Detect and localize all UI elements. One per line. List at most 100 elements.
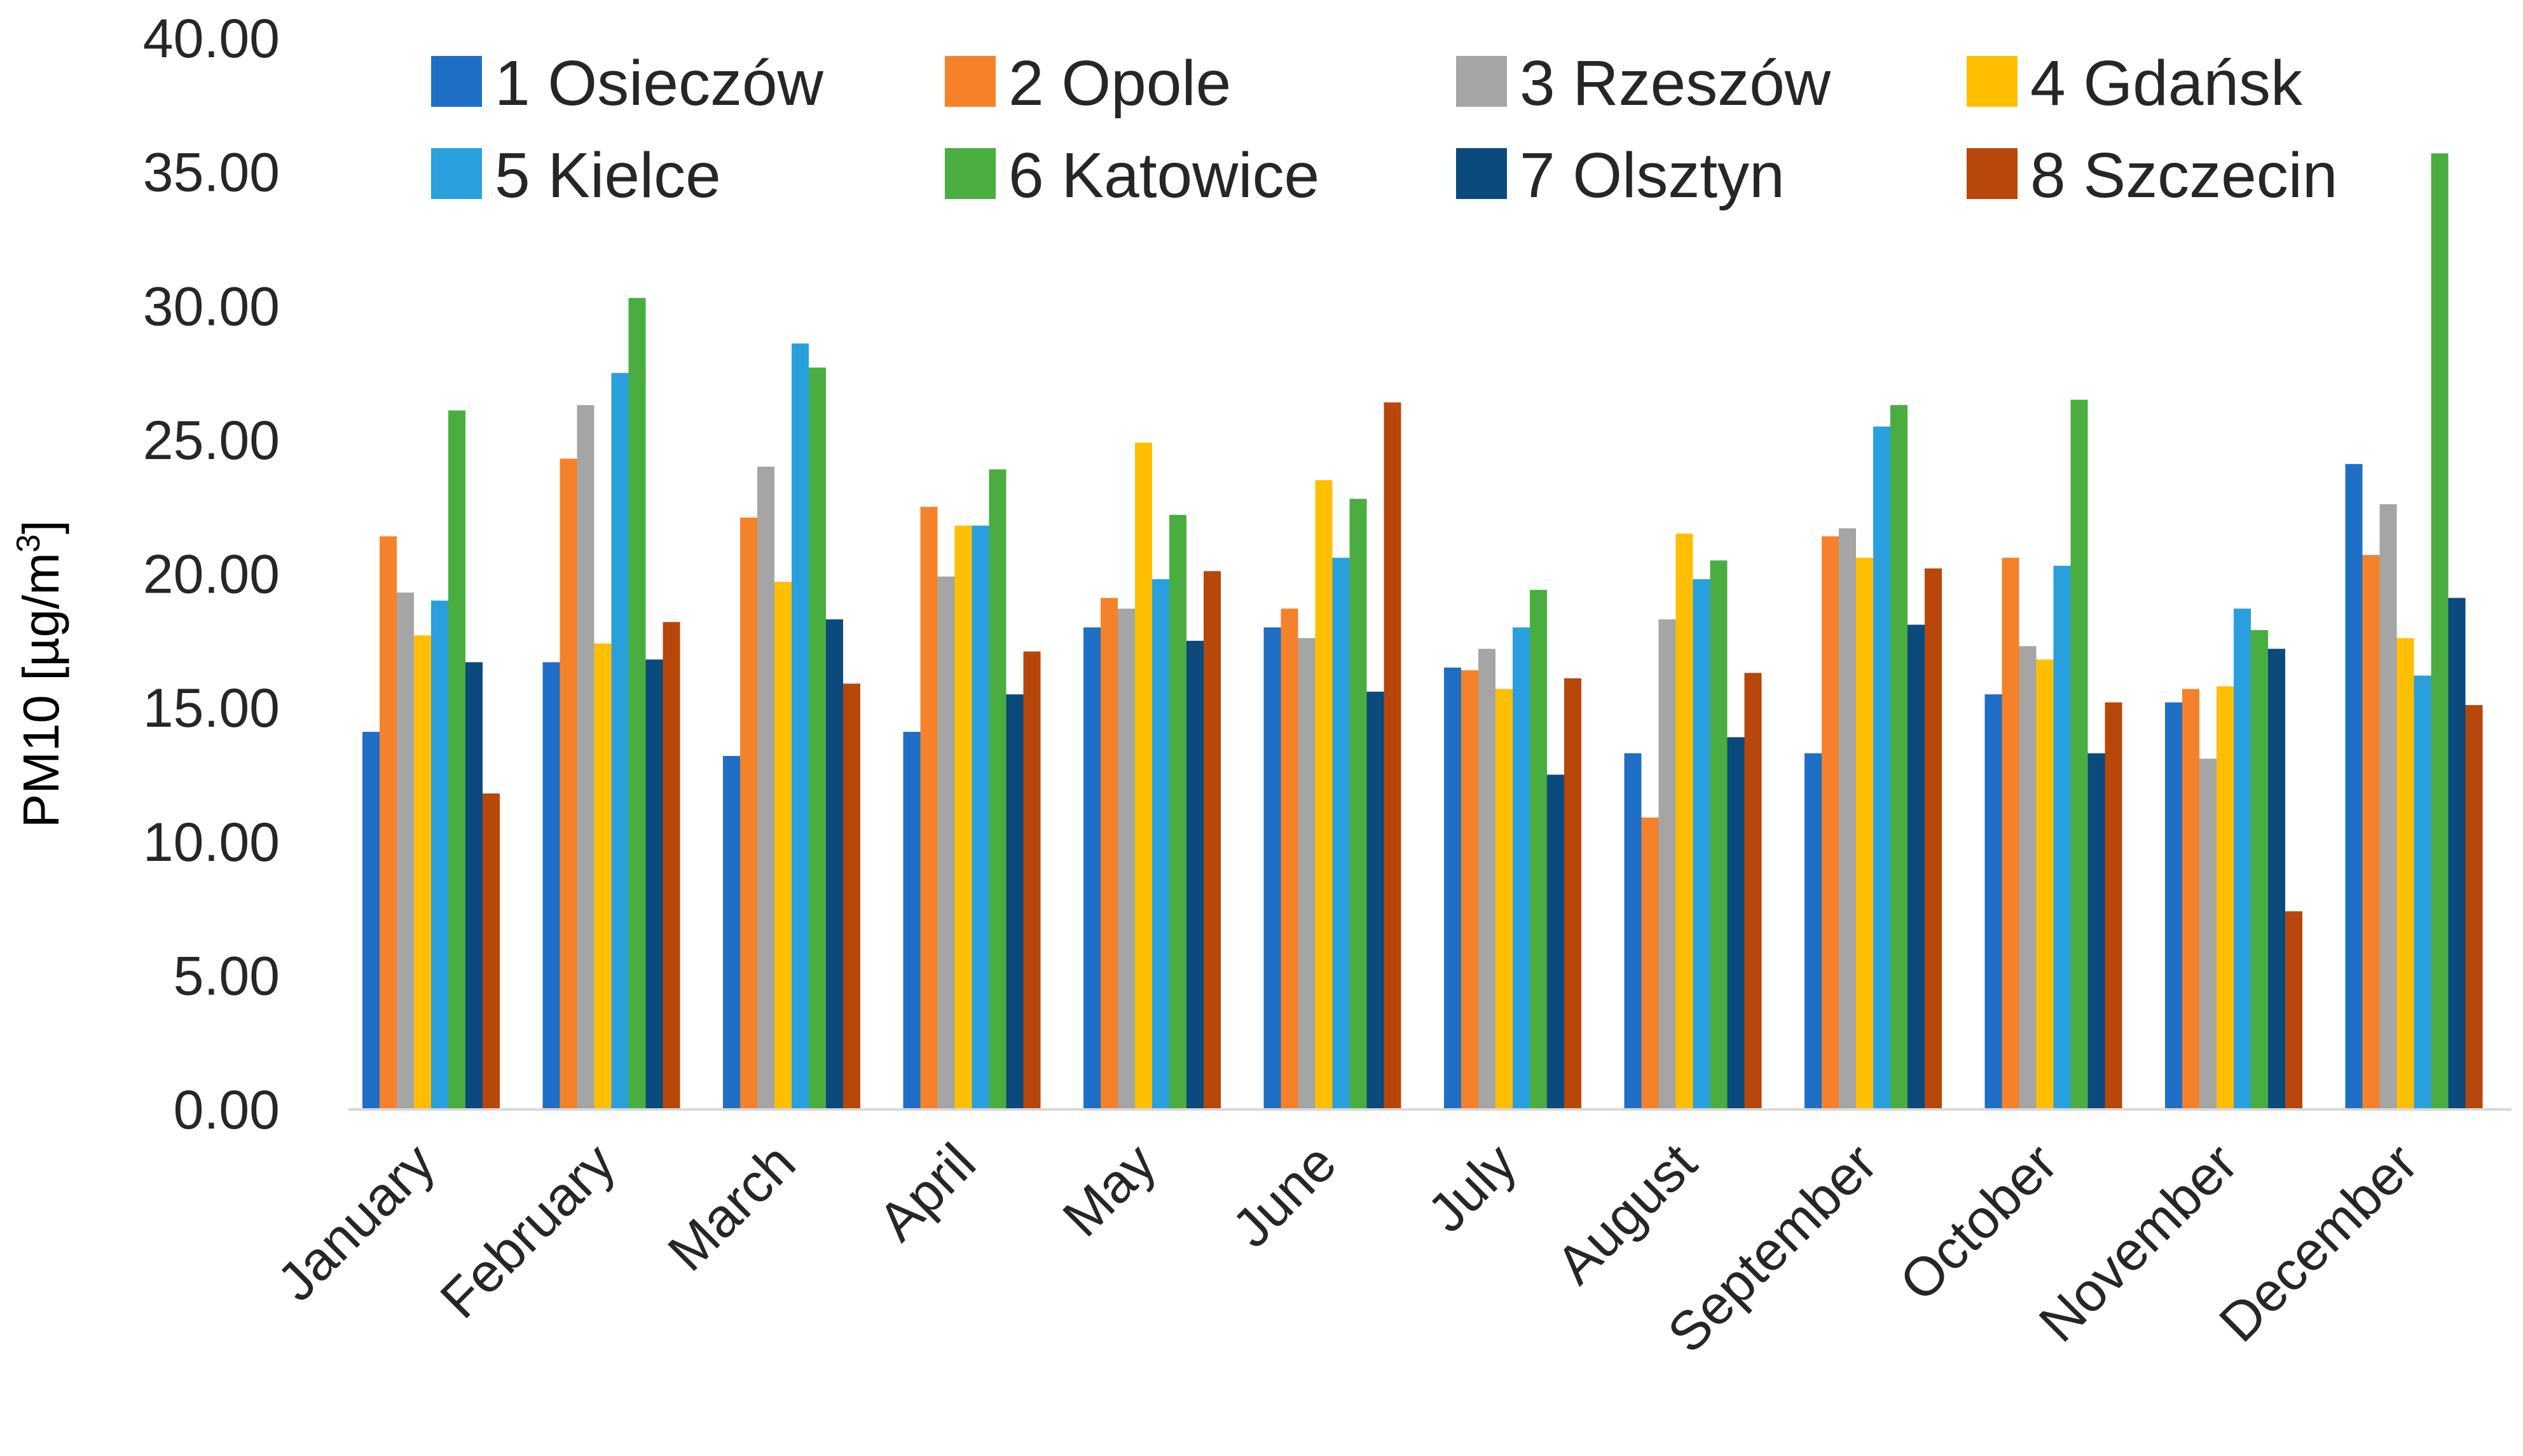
x-tick-label: May — [1051, 1132, 1167, 1249]
bar-7-july — [1547, 774, 1564, 1109]
bar-7-november — [2268, 649, 2285, 1109]
bar-7-march — [826, 619, 843, 1109]
x-tick-label: March — [656, 1132, 807, 1283]
bar-5-january — [431, 600, 448, 1109]
bar-2-october — [2002, 558, 2019, 1109]
x-tick-label: November — [2028, 1132, 2249, 1354]
bar-1-august — [1624, 753, 1642, 1109]
bar-2-may — [1101, 598, 1118, 1109]
bar-7-january — [465, 662, 483, 1109]
bar-1-november — [2165, 702, 2182, 1109]
bar-5-september — [1873, 426, 1890, 1109]
y-tick-label: 15.00 — [143, 678, 280, 739]
bar-6-july — [1530, 589, 1547, 1109]
bar-8-may — [1204, 571, 1221, 1109]
bar-6-may — [1169, 514, 1186, 1109]
legend-label-8: 8 Szczecin — [2030, 140, 2338, 211]
bar-3-september — [1839, 528, 1856, 1109]
bar-5-august — [1693, 579, 1710, 1109]
bar-1-march — [723, 755, 740, 1109]
bar-7-december — [2448, 598, 2466, 1109]
bar-1-february — [542, 662, 560, 1109]
bar-6-october — [2070, 399, 2088, 1109]
y-tick-label: 40.00 — [143, 8, 280, 69]
legend-swatch-2 — [945, 56, 996, 107]
bar-1-december — [2345, 464, 2363, 1109]
legend-label-3: 3 Rzeszów — [1520, 48, 1831, 119]
bar-5-july — [1513, 627, 1530, 1109]
bar-2-january — [380, 536, 397, 1109]
bar-1-october — [1984, 694, 2002, 1109]
bar-2-march — [740, 518, 757, 1109]
bar-5-june — [1332, 558, 1350, 1109]
x-tick-label: July — [1416, 1132, 1528, 1244]
y-axis-title: PM10 [µg/m3] — [10, 520, 69, 828]
bar-4-june — [1315, 480, 1333, 1109]
x-tick-label: June — [1221, 1132, 1348, 1260]
bar-8-march — [843, 683, 860, 1109]
bar-4-march — [774, 582, 792, 1109]
bar-3-august — [1658, 619, 1676, 1109]
y-tick-label: 30.00 — [143, 276, 280, 337]
x-tick-label: October — [1888, 1132, 2069, 1313]
bar-2-august — [1641, 817, 1659, 1109]
legend-label-7: 7 Olsztyn — [1520, 140, 1785, 211]
y-tick-label: 10.00 — [143, 812, 280, 873]
bar-2-july — [1461, 670, 1478, 1109]
bar-6-january — [448, 410, 465, 1109]
bar-8-july — [1564, 678, 1581, 1109]
bar-7-june — [1366, 691, 1384, 1109]
bar-8-april — [1023, 651, 1041, 1109]
bar-8-august — [1744, 673, 1762, 1109]
legend-label-4: 4 Gdańsk — [2030, 48, 2303, 119]
bar-3-november — [2199, 759, 2217, 1109]
x-tick-label: August — [1545, 1132, 1708, 1295]
bar-3-february — [577, 405, 595, 1109]
bar-8-october — [2105, 702, 2122, 1109]
bar-3-april — [937, 576, 955, 1109]
bar-3-may — [1118, 608, 1135, 1109]
bar-8-november — [2285, 911, 2302, 1109]
bar-3-march — [757, 467, 774, 1109]
bar-6-february — [628, 298, 646, 1109]
legend-label-6: 6 Katowice — [1008, 140, 1319, 211]
legend-label-2: 2 Opole — [1008, 48, 1231, 119]
bar-3-october — [2019, 646, 2037, 1109]
y-tick-label: 0.00 — [174, 1080, 280, 1141]
bar-5-may — [1152, 579, 1169, 1109]
bar-4-april — [954, 525, 972, 1109]
x-tick-label: April — [867, 1132, 987, 1253]
bar-3-june — [1298, 638, 1316, 1109]
bar-7-september — [1908, 624, 1925, 1109]
bar-4-january — [414, 635, 431, 1109]
legend: 1 Osieczów 2 Opole 3 Rzeszów 4 Gdańsk 5 Kiel… — [431, 48, 2338, 211]
bar-8-january — [483, 793, 500, 1109]
bar-7-october — [2087, 753, 2105, 1109]
bar-6-august — [1710, 560, 1728, 1109]
bar-3-january — [397, 592, 414, 1109]
bar-2-november — [2182, 689, 2199, 1109]
bar-5-december — [2414, 675, 2431, 1109]
legend-label-1: 1 Osieczów — [495, 48, 824, 119]
bar-2-september — [1822, 536, 1839, 1109]
x-tick-label: February — [429, 1132, 627, 1330]
bar-6-april — [989, 469, 1007, 1109]
legend-swatch-1 — [431, 56, 482, 107]
bar-4-november — [2217, 686, 2234, 1109]
legend-swatch-4 — [1967, 56, 2018, 107]
bar-2-december — [2362, 555, 2380, 1109]
bar-4-february — [594, 643, 612, 1109]
bar-6-june — [1349, 498, 1367, 1109]
x-tick-label: December — [2208, 1132, 2429, 1354]
bar-1-july — [1444, 667, 1461, 1109]
bar-7-february — [645, 659, 663, 1109]
bar-6-december — [2431, 153, 2449, 1110]
bar-8-december — [2465, 704, 2483, 1109]
legend-label-5: 5 Kielce — [495, 140, 721, 211]
bar-5-november — [2234, 608, 2251, 1109]
legend-swatch-7 — [1456, 148, 1507, 199]
bar-5-march — [792, 343, 809, 1109]
bar-1-may — [1083, 627, 1101, 1109]
bar-4-december — [2396, 638, 2414, 1109]
legend-swatch-8 — [1967, 148, 2018, 199]
